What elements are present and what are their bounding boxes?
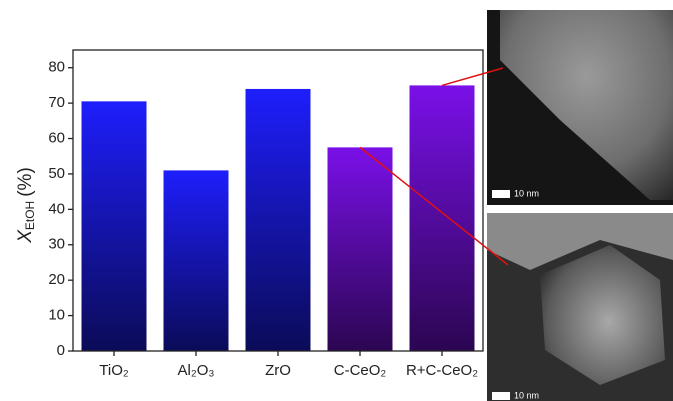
x-tick-label: R+C-CeO₂ [406,362,478,379]
bar [327,147,393,351]
y-tick-label: 10 [48,307,65,324]
y-label-symbol: X [15,229,36,244]
x-tick-label: Al₂O₃ [178,362,215,379]
scale-label: 10 nm [514,390,539,400]
y-tick-label: 60 [48,129,65,146]
y-label-unit: (%) [15,167,36,197]
plot-frame [72,49,484,352]
y-tick-label: 0 [57,342,65,359]
x-tick-label: C-CeO₂ [334,362,387,379]
y-tick-label: 40 [48,200,65,217]
bar [245,88,311,351]
bar [409,85,475,351]
arrow [359,146,509,266]
y-axis-label: XEtOH (%) [15,167,37,244]
x-tick-label: TiO₂ [99,362,129,379]
bar [81,101,147,351]
scale-label: 10 nm [514,188,539,198]
arrow [441,67,504,87]
y-label-subscript: EtOH [23,201,37,230]
y-tick-label: 50 [48,165,65,182]
y-tick-label: 80 [48,59,65,76]
sem-images: 10 nm 10 nm [487,10,673,401]
sem-particle [487,213,673,270]
y-tick-label: 20 [48,271,65,288]
y-tick-label: 30 [48,236,65,253]
y-tick-label: 70 [48,94,65,111]
scale-bar [492,392,510,400]
sem-particle [500,10,673,200]
scale-bar [492,190,510,198]
sem-particle [540,245,665,385]
bar [163,170,229,351]
x-tick-label: ZrO [265,362,291,379]
